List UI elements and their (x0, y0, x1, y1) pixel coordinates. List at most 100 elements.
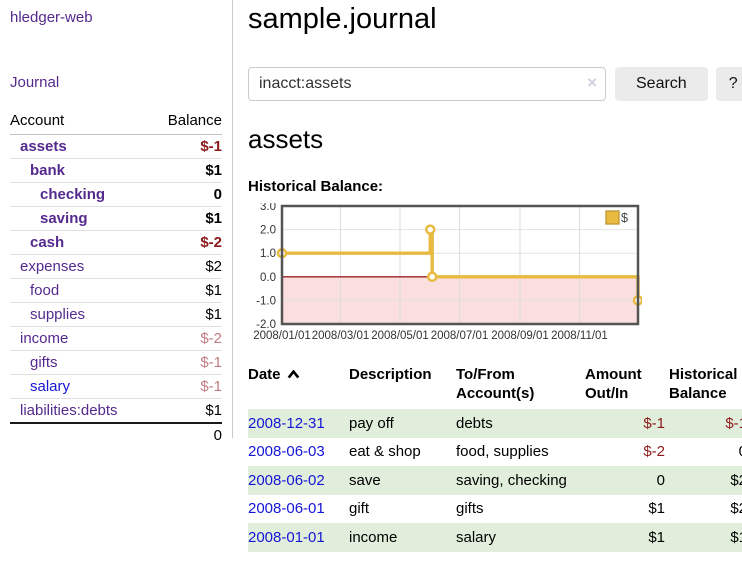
transaction-balance: $1 (730, 528, 742, 546)
accounts-header-row: Account Balance (10, 109, 222, 135)
transaction-description: income (349, 528, 398, 546)
account-link-supplies[interactable]: supplies (30, 306, 86, 323)
svg-text:2008/11/01: 2008/11/01 (551, 330, 608, 342)
svg-text:0.0: 0.0 (260, 272, 276, 284)
account-link-assets[interactable]: assets (20, 138, 67, 155)
register-header-row: Date Description To/From Account(s) Amou… (248, 363, 742, 409)
account-balance: $2 (150, 254, 222, 279)
account-link-gifts[interactable]: gifts (30, 354, 58, 371)
svg-text:3.0: 3.0 (260, 203, 276, 213)
transaction-date-link[interactable]: 2008-06-03 (248, 443, 325, 461)
account-row: assets $-1 (10, 135, 222, 159)
account-row: cash $-2 (10, 230, 222, 255)
sidebar: hledger-web Journal Account Balance asse… (0, 0, 233, 447)
transaction-accounts: debts (456, 414, 493, 432)
svg-text:1.0: 1.0 (260, 248, 276, 260)
account-row: supplies $1 (10, 302, 222, 327)
transaction-balance: $-1 (725, 414, 742, 432)
account-row: expenses $2 (10, 254, 222, 279)
account-row: checking 0 (10, 182, 222, 207)
svg-text:-1.0: -1.0 (256, 295, 276, 307)
account-link-checking[interactable]: checking (40, 186, 106, 203)
account-link-income[interactable]: income (20, 330, 69, 347)
account-row: saving $1 (10, 206, 222, 231)
svg-text:2008/07/01: 2008/07/01 (431, 330, 489, 342)
transaction-row: 2008-12-31 pay off debts $-1 $-1 (248, 409, 742, 438)
transaction-row: 2008-06-02 save saving, checking 0 $2 (248, 466, 742, 495)
svg-text:-2.0: -2.0 (256, 319, 276, 331)
account-balance: $-2 (150, 230, 222, 255)
transaction-date-link[interactable]: 2008-06-02 (248, 471, 325, 489)
clear-search-icon[interactable]: × (587, 73, 597, 92)
account-balance: 0 (150, 182, 222, 207)
column-header-balance[interactable]: Historical Balance (669, 366, 738, 403)
transaction-description: save (349, 471, 381, 489)
chart-heading: Historical Balance: (248, 178, 384, 195)
transaction-amount: $-2 (643, 443, 665, 461)
register-table: Date Description To/From Account(s) Amou… (248, 363, 742, 552)
transaction-balance: $2 (730, 500, 742, 518)
transaction-amount: $1 (648, 500, 665, 518)
transaction-description: eat & shop (349, 443, 421, 461)
search-button[interactable]: Search (615, 67, 708, 101)
app-title-link[interactable]: hledger-web (10, 9, 93, 26)
account-link-liabilities-debts[interactable]: liabilities:debts (20, 402, 118, 419)
account-balance: $-1 (150, 374, 222, 399)
svg-text:2008/09/01: 2008/09/01 (491, 330, 549, 342)
column-header-accounts[interactable]: To/From Account(s) (456, 366, 535, 403)
transaction-balance: 0 (669, 438, 742, 467)
account-row: bank $1 (10, 158, 222, 183)
svg-text:2008/03/01: 2008/03/01 (312, 330, 370, 342)
account-balance: $-1 (150, 350, 222, 375)
transaction-description: pay off (349, 414, 394, 432)
accounts-header-account: Account (10, 109, 151, 135)
accounts-total-row: 0 (10, 422, 222, 447)
account-balance: $1 (150, 158, 222, 183)
register-tbody: 2008-12-31 pay off debts $-1 $-1 2008-06-03 ea… (248, 409, 742, 552)
account-link-saving[interactable]: saving (40, 210, 88, 227)
transaction-date-link[interactable]: 2008-06-01 (248, 500, 325, 518)
column-header-description[interactable]: Description (349, 366, 432, 383)
svg-text:2008/05/01: 2008/05/01 (371, 330, 429, 342)
column-header-amount[interactable]: Amount Out/In (585, 366, 642, 403)
transaction-row: 2008-06-01 gift gifts $1 $2 (248, 495, 742, 524)
help-button[interactable]: ? (715, 67, 742, 101)
hledger-web-app: hledger-web Journal Account Balance asse… (0, 0, 742, 552)
account-link-salary[interactable]: salary (30, 378, 71, 395)
main-content: sample.journal × Search ? assets Histori… (233, 0, 742, 552)
svg-text:2008/01/01: 2008/01/01 (253, 330, 311, 342)
account-row: food $1 (10, 278, 222, 303)
search-input[interactable] (248, 67, 606, 101)
transaction-amount: 0 (656, 471, 665, 489)
transaction-amount: $1 (648, 528, 665, 546)
account-link-food[interactable]: food (30, 282, 60, 299)
account-link-expenses[interactable]: expenses (20, 258, 85, 275)
page-title: sample.journal (248, 3, 437, 35)
transaction-balance: $2 (730, 471, 742, 489)
account-balance: $1 (150, 206, 222, 231)
account-row: salary $-1 (10, 374, 222, 399)
column-header-date[interactable]: Date (248, 363, 349, 409)
account-link-bank[interactable]: bank (30, 162, 66, 179)
account-heading: assets (248, 124, 324, 154)
transaction-row: 2008-01-01 income salary $1 $1 (248, 523, 742, 552)
transaction-accounts: saving, checking (456, 471, 567, 489)
account-link-cash[interactable]: cash (30, 234, 65, 251)
accounts-tbody: assets $-1 bank $1 checking 0 saving $1 cash $-2 e… (10, 135, 222, 423)
account-balance: $1 (150, 398, 222, 423)
account-balance: $-1 (200, 138, 222, 155)
svg-text:$: $ (621, 211, 628, 225)
account-balance: $-2 (150, 326, 222, 351)
account-balance: $1 (150, 302, 222, 327)
sort-ascending-icon (287, 369, 299, 379)
sidebar-item-journal[interactable]: Journal (10, 74, 60, 91)
transaction-row: 2008-06-03 eat & shop food, supplies $-20 (248, 438, 742, 467)
accounts-table: Account Balance assets $-1 bank $1 checking 0… (10, 109, 222, 447)
account-balance: $1 (150, 278, 222, 303)
account-row: liabilities:debts $1 (10, 398, 222, 423)
transaction-date-link[interactable]: 2008-12-31 (248, 414, 325, 432)
transaction-date-link[interactable]: 2008-01-01 (248, 528, 325, 546)
transaction-accounts: salary (456, 528, 497, 546)
transaction-accounts: gifts (456, 500, 484, 518)
